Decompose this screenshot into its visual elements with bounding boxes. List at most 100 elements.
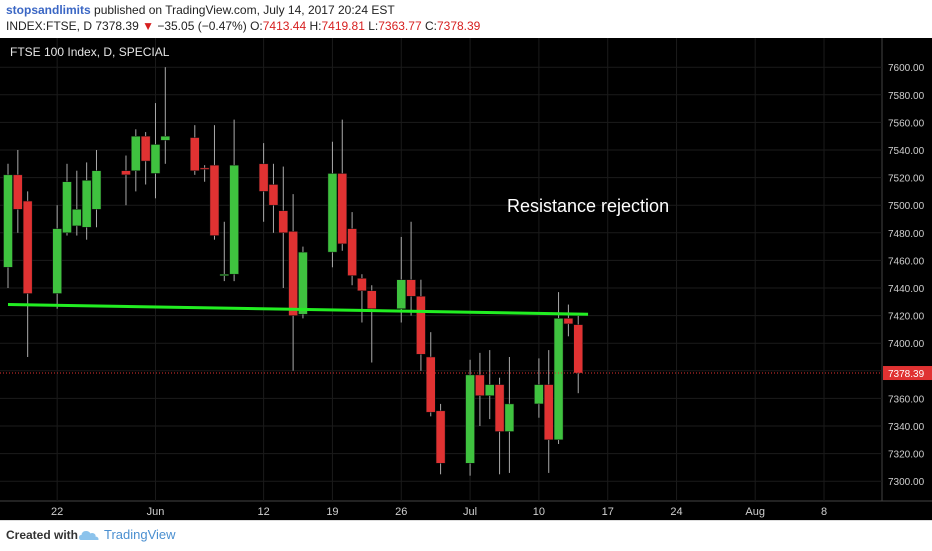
x-tick-label: 12 — [257, 506, 269, 518]
candle-up — [62, 181, 72, 234]
candle-up — [3, 174, 13, 268]
y-tick-label: 7440.00 — [888, 284, 925, 295]
candle-down — [347, 228, 357, 276]
candle-down — [435, 410, 446, 464]
candle-up — [534, 384, 544, 405]
open-label: O: — [250, 19, 263, 33]
x-tick-label: Jun — [147, 506, 165, 518]
candle-up — [131, 135, 141, 171]
footer-bar: Created with TradingView — [0, 520, 932, 551]
chart-area[interactable]: 7300.007320.007340.007360.007380.007400.… — [0, 38, 932, 520]
x-tick-label: Jul — [463, 506, 477, 518]
candle-down — [121, 170, 131, 176]
time-axis[interactable]: 22 Jun 12 19 26 Jul 10 17 24 Aug 8 — [51, 506, 827, 518]
low-label: L: — [368, 19, 379, 33]
y-tick-label: 7580.00 — [888, 91, 925, 102]
publish-line: stopsandlimits published on TradingView.… — [6, 3, 395, 17]
x-tick-label: 17 — [602, 506, 614, 518]
candle-up — [465, 374, 475, 464]
candle-up — [504, 403, 515, 432]
y-tick-label: 7560.00 — [888, 118, 925, 129]
candle-down — [278, 210, 289, 234]
resistance-trendline — [7, 303, 589, 316]
open-value: 7413.44 — [262, 19, 307, 33]
candle-down — [337, 173, 348, 245]
tradingview-brand[interactable]: TradingView — [104, 527, 176, 542]
y-tick-label: 7420.00 — [888, 312, 925, 323]
y-tick-label: 7460.00 — [888, 256, 925, 267]
candle-up — [219, 273, 230, 276]
candle-down — [268, 184, 279, 206]
close-label: C: — [424, 19, 437, 33]
overlays-layer — [0, 303, 882, 374]
candle-down — [22, 200, 33, 294]
candle-down — [573, 324, 583, 374]
candle-up — [150, 144, 161, 174]
candle-up — [327, 173, 338, 253]
x-tick-label: 8 — [821, 506, 827, 518]
low-value: 7363.77 — [378, 19, 422, 33]
last-price: 7378.39 — [95, 19, 139, 33]
candle-down — [288, 231, 298, 316]
candle-down — [367, 290, 377, 309]
candle-down — [406, 279, 416, 297]
y-tick-label: 7540.00 — [888, 146, 925, 157]
candle-down — [357, 278, 367, 292]
candle-down — [190, 137, 200, 171]
candle-down — [199, 167, 210, 170]
last-price-label: 7378.39 — [888, 369, 925, 380]
candle-up — [229, 164, 239, 275]
chart-header: stopsandlimits published on TradingView.… — [0, 0, 932, 38]
last-price-tag — [883, 366, 932, 381]
candle-down — [543, 384, 554, 441]
author-link[interactable]: stopsandlimits — [6, 3, 91, 17]
candle-up — [72, 209, 82, 227]
tradingview-cloud-icon[interactable] — [78, 527, 100, 543]
candle-down — [13, 174, 23, 210]
grid-lines — [0, 38, 932, 502]
y-tick-label: 7600.00 — [888, 63, 925, 74]
symbol-line: INDEX:FTSE, D 7378.39 ▼ −35.05 (−0.47%) … — [6, 19, 480, 33]
high-label: H: — [309, 19, 322, 33]
x-tick-label: 10 — [533, 506, 545, 518]
candle-down — [475, 374, 485, 396]
x-tick-label: 19 — [326, 506, 338, 518]
published-text: published on TradingView.com, July 14, 2… — [94, 3, 395, 17]
y-tick-label: 7340.00 — [888, 422, 925, 433]
change-value: −35.05 (−0.47%) — [157, 19, 247, 33]
candle-down — [209, 164, 220, 236]
x-tick-label: 26 — [395, 506, 407, 518]
chart-title: FTSE 100 Index, D, SPECIAL — [10, 45, 170, 59]
candle-up — [91, 170, 102, 210]
candles-layer — [3, 67, 583, 476]
symbol-label[interactable]: INDEX:FTSE, D — [6, 19, 93, 33]
y-tick-label: 7300.00 — [888, 477, 925, 488]
created-with-label: Created with — [6, 528, 79, 542]
down-arrow-icon: ▼ — [142, 19, 154, 33]
y-tick-label: 7360.00 — [888, 394, 925, 405]
resistance-annotation: Resistance rejection — [507, 196, 669, 216]
candle-up — [484, 384, 495, 396]
candle-down — [140, 135, 151, 162]
high-value: 7419.81 — [321, 19, 365, 33]
candle-down — [416, 296, 426, 355]
y-tick-label: 7320.00 — [888, 450, 925, 461]
price-axis[interactable]: 7300.007320.007340.007360.007380.007400.… — [883, 63, 932, 488]
x-tick-label: 22 — [51, 506, 63, 518]
candle-up — [160, 135, 171, 141]
candle-up — [298, 251, 308, 315]
candlestick-chart[interactable]: 7300.007320.007340.007360.007380.007400.… — [0, 38, 932, 520]
candle-up — [52, 228, 62, 294]
y-tick-label: 7480.00 — [888, 229, 925, 240]
x-tick-label: Aug — [745, 506, 765, 518]
candle-up — [396, 279, 407, 309]
close-value: 7378.39 — [436, 19, 481, 33]
y-tick-label: 7400.00 — [888, 339, 925, 350]
candle-down — [258, 163, 269, 192]
candle-up — [81, 180, 92, 228]
candle-down — [563, 318, 574, 325]
x-tick-label: 24 — [670, 506, 682, 518]
candle-down — [494, 384, 505, 432]
candle-up — [553, 318, 564, 441]
y-tick-label: 7500.00 — [888, 201, 925, 212]
